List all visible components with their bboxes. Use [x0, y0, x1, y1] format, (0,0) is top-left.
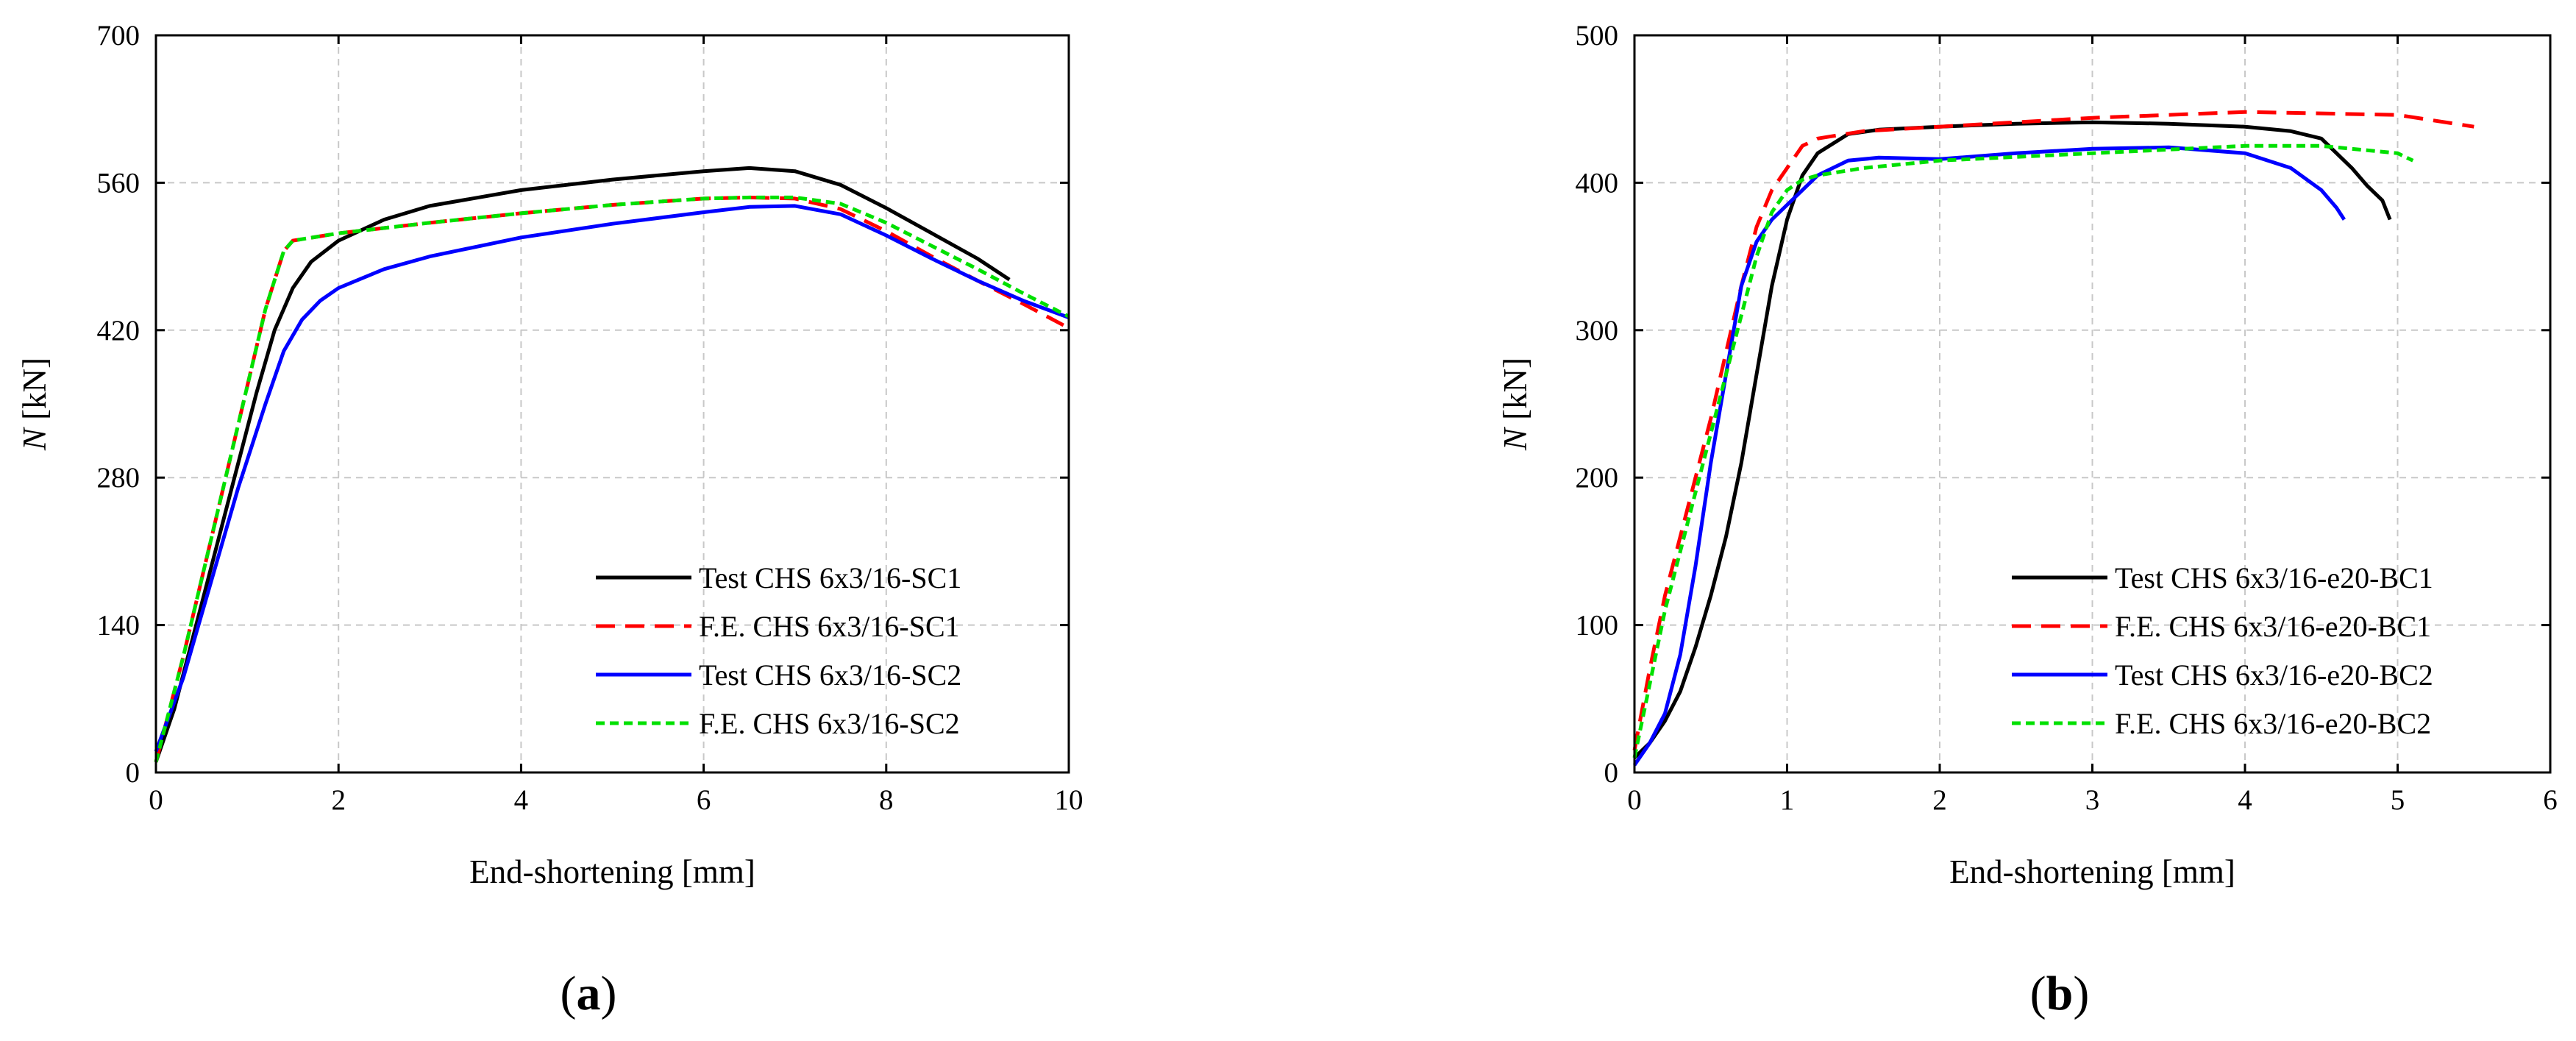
x-tick-label-b: 5 [2391, 784, 2405, 816]
y-tick-label-a: 700 [97, 20, 140, 51]
x-tick-label-b: 0 [1627, 784, 1642, 816]
y-axis-label-unit-a: [kN] [16, 358, 53, 428]
legend-label-a-3: Test CHS 6x3/16-SC2 [699, 658, 961, 692]
legend-a: Test CHS 6x3/16-SC1 F.E. CHS 6x3/16-SC1 Te… [596, 561, 961, 740]
legend-label-a-1: Test CHS 6x3/16-SC1 [699, 561, 961, 594]
y-tick-label-a: 0 [126, 757, 140, 789]
grid-a [156, 35, 1069, 772]
legend-label-b-4: F.E. CHS 6x3/16-e20-BC2 [2115, 707, 2431, 740]
ticks-a: 0 2 4 6 8 10 0 140 280 420 560 700 [97, 20, 1084, 816]
legend-label-b-1: Test CHS 6x3/16-e20-BC1 [2115, 561, 2433, 594]
y-axis-label-symbol-b: N [1497, 426, 1534, 451]
series-line-a-3 [154, 204, 1070, 753]
panel-label-a: (a) [561, 967, 617, 1020]
y-tick-label-b: 200 [1576, 462, 1619, 494]
x-tick-label-b: 3 [2085, 784, 2100, 816]
chart-b: 0 1 2 3 4 5 6 0 100 200 300 400 500 End-shortening [… [1497, 20, 2558, 890]
y-tick-label-b: 0 [1604, 757, 1619, 789]
x-axis-label-a: End-shortening [mm] [469, 853, 755, 890]
y-tick-label-a: 420 [97, 315, 140, 347]
legend-label-a-2: F.E. CHS 6x3/16-SC1 [699, 610, 960, 643]
series-line-a-1 [154, 166, 1011, 763]
series-line-b-3 [1632, 145, 2346, 767]
x-tick-label-b: 6 [2543, 784, 2558, 816]
x-tick-label-a: 0 [149, 784, 163, 816]
y-axis-label-b: N [kN] [1497, 358, 1534, 451]
ticks-b: 0 1 2 3 4 5 6 0 100 200 300 400 500 [1576, 20, 2558, 816]
plot-frame-a [154, 34, 1070, 774]
y-axis-label-symbol-a: N [16, 426, 53, 451]
x-tick-label-b: 1 [1780, 784, 1795, 816]
legend-label-b-3: Test CHS 6x3/16-e20-BC2 [2115, 658, 2433, 692]
y-tick-label-a: 280 [97, 462, 140, 494]
series-layer-a [154, 166, 1070, 763]
y-tick-label-b: 500 [1576, 20, 1619, 51]
panel-letter-a: a [577, 967, 601, 1020]
x-tick-label-a: 6 [697, 784, 711, 816]
y-axis-label-unit-b: [kN] [1497, 358, 1534, 428]
y-tick-label-a: 140 [97, 610, 140, 642]
panel-letter-b: b [2046, 967, 2074, 1020]
chart-a: 0 2 4 6 8 10 0 140 280 420 560 700 End-shortening [… [16, 20, 1084, 890]
x-tick-label-a: 4 [514, 784, 529, 816]
x-tick-label-b: 2 [1932, 784, 1947, 816]
y-tick-label-a: 560 [97, 167, 140, 199]
legend-b: Test CHS 6x3/16-e20-BC1 F.E. CHS 6x3/16-e… [2012, 561, 2433, 740]
series-layer-b [1632, 110, 2474, 767]
x-tick-label-a: 10 [1055, 784, 1084, 816]
x-tick-label-a: 8 [879, 784, 894, 816]
y-tick-label-b: 100 [1576, 610, 1619, 642]
x-axis-label-b: End-shortening [mm] [1949, 853, 2235, 890]
legend-label-b-2: F.E. CHS 6x3/16-e20-BC1 [2115, 610, 2431, 643]
legend-label-a-4: F.E. CHS 6x3/16-SC2 [699, 707, 960, 740]
y-tick-label-b: 400 [1576, 167, 1619, 199]
x-tick-label-a: 2 [331, 784, 346, 816]
panel-label-b: (b) [2030, 967, 2090, 1020]
series-line-b-4 [1632, 143, 2414, 758]
series-line-b-2 [1632, 110, 2474, 751]
x-tick-label-b: 4 [2238, 784, 2252, 816]
y-axis-label-a: N [kN] [16, 358, 53, 451]
y-tick-label-b: 300 [1576, 315, 1619, 347]
series-line-a-4 [154, 195, 1070, 763]
